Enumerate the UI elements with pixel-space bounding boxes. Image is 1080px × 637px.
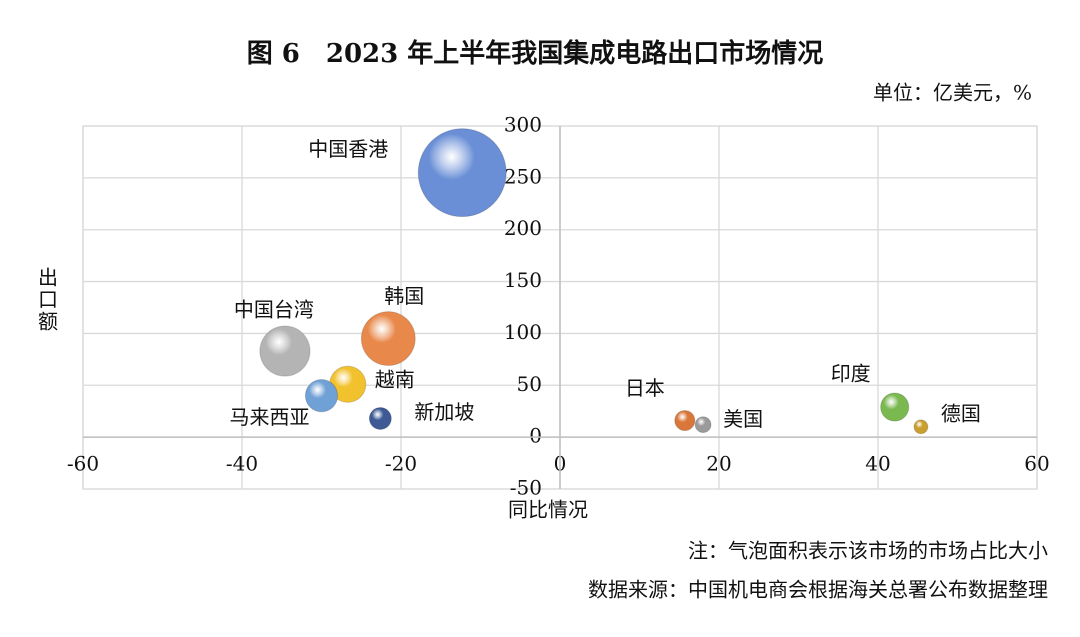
y-tick-label: 150 xyxy=(504,268,542,292)
bubble xyxy=(360,311,416,367)
y-tick-label: 250 xyxy=(504,164,542,188)
bubble-label: 新加坡 xyxy=(414,400,474,424)
x-tick-label: 20 xyxy=(706,452,731,476)
chart-title: 图 6 2023 年上半年我国集成电路出口市场情况 xyxy=(247,38,824,69)
x-tick-label: -60 xyxy=(67,452,99,476)
bubble xyxy=(674,409,696,432)
y-tick-label: 200 xyxy=(504,216,542,240)
unit-label: 单位：亿美元，% xyxy=(873,81,1032,105)
x-tick-label: 40 xyxy=(865,452,890,476)
y-axis-label: 出口额 xyxy=(35,267,59,333)
y-tick-label: 100 xyxy=(504,320,542,344)
bubble xyxy=(694,416,712,434)
bubble-label: 马来西亚 xyxy=(230,405,310,429)
bubble-label: 中国台湾 xyxy=(234,298,314,322)
bubble-label: 中国香港 xyxy=(308,137,388,161)
bubble-label: 印度 xyxy=(831,362,871,386)
bubble-label: 日本 xyxy=(625,376,665,400)
bubble xyxy=(368,406,392,430)
note: 注：气泡面积表示该市场的市场占比大小 xyxy=(688,539,1048,563)
x-tick-label: 60 xyxy=(1024,452,1049,476)
bubble xyxy=(259,325,311,377)
y-tick-label: 300 xyxy=(504,113,542,137)
y-tick-label: -50 xyxy=(510,476,542,500)
bubble xyxy=(880,392,910,422)
bubble xyxy=(304,378,339,413)
x-axis-label: 同比情况 xyxy=(508,498,588,522)
bubble xyxy=(913,419,929,435)
source: 数据来源：中国机电商会根据海关总署公布数据整理 xyxy=(588,578,1048,602)
x-tick-label: -40 xyxy=(226,452,258,476)
bubble-label: 韩国 xyxy=(384,284,424,308)
bubble xyxy=(417,128,507,218)
bubble-label: 德国 xyxy=(941,401,981,425)
bubble-label: 越南 xyxy=(375,368,415,392)
bubble-label: 美国 xyxy=(723,407,763,431)
y-tick-label: 50 xyxy=(517,372,542,396)
y-tick-label: 0 xyxy=(529,424,542,448)
x-tick-label: -20 xyxy=(385,452,417,476)
